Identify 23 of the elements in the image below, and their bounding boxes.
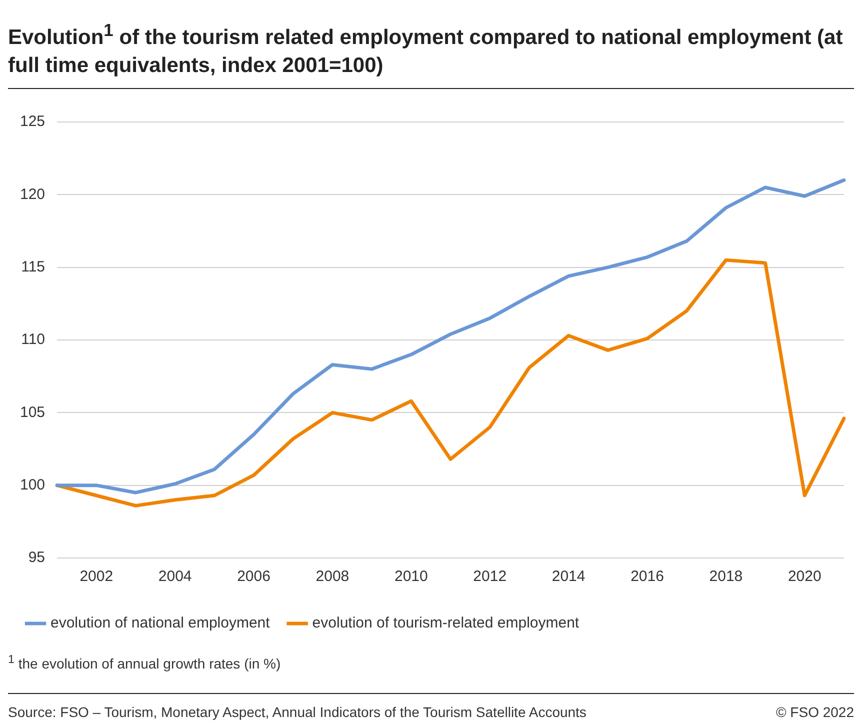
text: © FSO 2022: [776, 704, 854, 720]
y-tick-label: 110: [21, 331, 46, 348]
x-tick-label: 2012: [473, 568, 507, 586]
y-tick-label: 115: [21, 258, 46, 276]
x-tick-label: 2004: [158, 568, 192, 586]
x-tick-label: 2010: [394, 568, 428, 586]
legend-label: evolution of tourism-related employment: [312, 614, 580, 632]
x-tick-label: 2020: [788, 568, 822, 586]
legend-label: evolution of national employment: [50, 614, 271, 632]
x-tick-label: 2008: [316, 568, 350, 586]
source-note: Source: FSO – Tourism, Monetary Aspect, Annual Indicators of the Tourism Satellite Accounts: [8, 704, 586, 720]
y-tick-label: 125: [20, 113, 46, 130]
x-tick-label: 2018: [709, 568, 743, 586]
x-tick-label: 2002: [80, 568, 114, 586]
text: $^{1}$ the evolution of annual growth rates (in %): [8, 653, 282, 674]
x-tick-label: 2016: [630, 568, 664, 586]
y-tick-label: 105: [20, 404, 46, 421]
y-tick-label: 120: [20, 186, 46, 203]
y-tick-label: 95: [28, 549, 46, 566]
chart-title: Evolution$^{1}$ of the tourism related employment compared to national employment (at full time equivalents, index 2001=100): [8, 8, 854, 89]
x-tick-label: 2006: [237, 568, 270, 586]
y-tick-label: 100: [20, 476, 46, 494]
x-tick-label: 2014: [552, 568, 586, 586]
